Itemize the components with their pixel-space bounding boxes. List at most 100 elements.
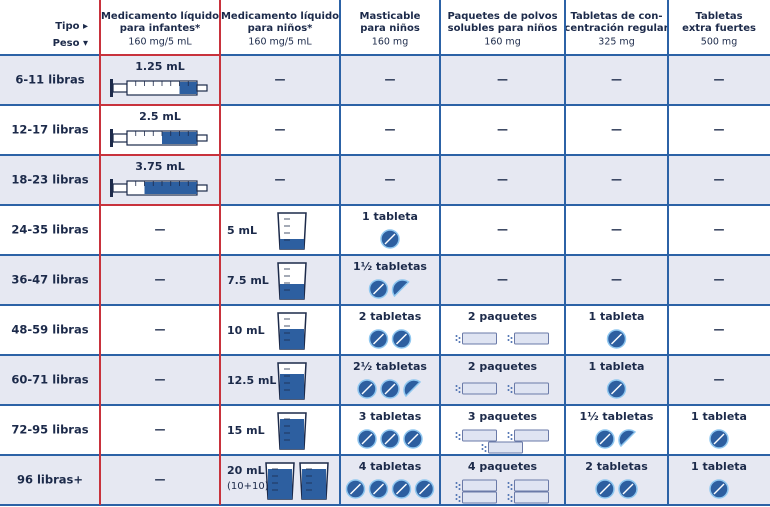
column-strength: 500 mg [701,37,737,48]
powder [458,391,461,393]
weight: 60-71 libras [11,373,88,387]
cell-dash: — [155,273,166,286]
tablet-score [384,383,396,395]
dose: 3.75 mL [135,160,184,173]
cell-dash: — [611,73,622,86]
column-strength: 160 mg [484,37,520,48]
column-strength: 325 mg [598,37,634,48]
cell: 7.5 mL [227,262,307,300]
cell-dash: — [155,423,166,436]
tablet-score [622,483,634,495]
dose: 7.5 mL [227,274,269,287]
cell-dash: — [275,123,286,136]
cup-fill [280,419,304,449]
cell: — [714,373,725,386]
powder [481,448,484,450]
powder [507,389,510,391]
powder [507,494,510,496]
dose: 1½ tabletas [353,260,427,273]
packet [462,491,497,504]
tablet-score [611,333,622,345]
cell-dash: — [611,273,622,286]
cell: — [275,123,286,136]
powder [481,444,484,446]
cell: — [275,73,286,86]
powder [455,432,458,434]
cup-fill [280,239,304,249]
powder [510,434,513,436]
powder [458,496,461,498]
cell-dash: — [385,123,396,136]
column-title: extra fuertes [682,23,756,34]
cell-dash: — [714,373,725,386]
cell: 3.75 mL [110,160,208,197]
powder [510,387,513,389]
tablet-score [419,483,430,495]
cell: 2.5 mL [110,110,208,147]
powder [510,341,513,343]
syringe-handle [110,79,113,97]
dose: 10 mL [227,324,265,337]
tablet-score [384,433,396,445]
powder [458,341,461,343]
cell: 20 mL (10+10) [227,462,329,500]
syringe-plunger [112,183,128,193]
cell: — [155,273,166,286]
cell-dash: — [714,273,725,286]
cell-dash: — [275,173,286,186]
row-bg [0,155,770,205]
cell: — [155,223,166,236]
cell: 10 mL [227,312,307,350]
tablet-score [384,233,396,245]
cup-fill [302,469,326,499]
cell-dash: — [714,73,725,86]
packet [514,382,549,395]
cell-dash: — [714,123,725,136]
syringe-fill [144,182,197,194]
tablet-score [396,483,407,495]
cell: — [497,73,508,86]
powder [458,488,461,490]
cell: — [714,223,725,236]
weight: 36-47 libras [11,273,88,287]
cell: — [714,273,725,286]
powder [455,486,458,488]
powder [510,438,513,440]
weight: 18-23 libras [11,173,88,187]
cup-fill [280,329,304,349]
powder [507,498,510,500]
cell-dash: — [714,323,725,336]
cell: 1 tableta [691,460,747,499]
cell: 1 tableta [691,410,747,449]
powder [507,339,510,341]
powder [458,500,461,502]
cell: 12.5 mL [227,362,307,400]
cell-dash: — [497,173,508,186]
dose: 1 tableta [362,210,418,223]
cell: — [385,173,396,186]
powder [507,436,510,438]
powder [455,494,458,496]
powder [507,432,510,434]
weight: 96 libras+ [17,473,83,487]
powder [455,339,458,341]
syringe-fill [179,82,197,94]
column-title: Medicamento líquido [221,10,339,22]
cell-dash: — [497,73,508,86]
cup-fill [268,469,292,499]
weight: 12-17 libras [11,123,88,137]
cell: — [155,323,166,336]
column-title: para infantes* [120,23,201,34]
cell: 1.25 mL [110,60,208,97]
cell: 1½ tabletas [580,410,654,449]
tablet-score [373,483,384,495]
powder [510,337,513,339]
dose: 4 tabletas [359,460,422,473]
cell: 15 mL [227,412,307,450]
cell: 3 paquetes [455,410,549,454]
column-title: Paquetes de polvos [447,11,557,22]
powder [507,482,510,484]
half-tablet [618,429,637,448]
packet [462,479,497,492]
syringe-handle [110,179,113,197]
